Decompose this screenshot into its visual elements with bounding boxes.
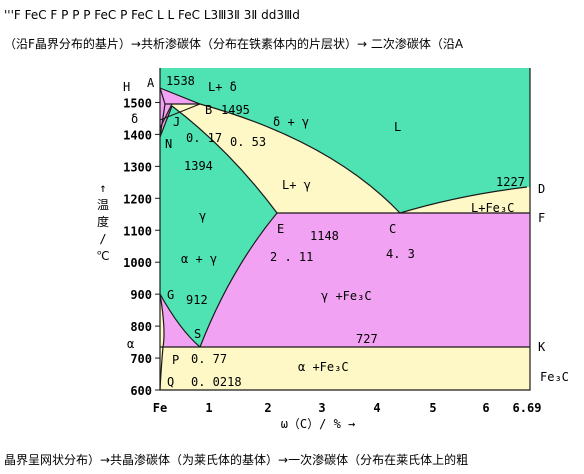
y-tick-label: 1000 bbox=[123, 256, 152, 270]
header-line: '''F FeC F P P P FeC P FeC L L FeC L3Ⅲ3Ⅱ… bbox=[4, 8, 300, 22]
y-tick-label: 1400 bbox=[123, 128, 152, 142]
annotation: α +Fe₃C bbox=[298, 360, 349, 374]
x-tick-label: 3 bbox=[318, 401, 325, 415]
annotation: B bbox=[205, 103, 212, 117]
x-tick-label: 6.69 bbox=[513, 401, 542, 415]
x-tick-label: 6 bbox=[482, 401, 489, 415]
x-axis-label: ω（C）/ % → bbox=[281, 417, 356, 431]
annotation: L+ γ bbox=[282, 178, 311, 192]
y-tick-label: 1500 bbox=[123, 96, 152, 110]
annotation: 1538 bbox=[166, 74, 195, 88]
annotation: 0. 17 bbox=[186, 131, 222, 145]
y-axis-label-char: ℃ bbox=[96, 249, 109, 263]
annotation: N bbox=[165, 137, 172, 151]
annotation: D bbox=[538, 182, 545, 196]
annotation: H bbox=[123, 80, 130, 94]
annotation: G bbox=[167, 288, 174, 302]
x-tick-label: 1 bbox=[205, 401, 212, 415]
annotation: Fe₃C bbox=[540, 370, 569, 384]
region bbox=[160, 68, 530, 213]
x-tick-label: 4 bbox=[373, 401, 380, 415]
annotation: L bbox=[394, 120, 401, 134]
boundary bbox=[159, 87, 200, 138]
solidus bbox=[171, 105, 530, 214]
region bbox=[160, 294, 200, 347]
annotation: Q bbox=[167, 375, 174, 389]
y-axis-label-char: / bbox=[99, 232, 106, 246]
header-line: （沿F晶界分布的基片）→共析渗碳体（分布在铁素体内的片层状）→ 二次渗碳体（沿A bbox=[4, 36, 464, 51]
annotation: C bbox=[389, 222, 396, 236]
annotation: S bbox=[194, 327, 201, 341]
annotation: 0. 53 bbox=[230, 135, 266, 149]
y-axis-label-char: 度 bbox=[97, 214, 109, 229]
annotation: 1394 bbox=[184, 159, 213, 173]
y-axis-label: ↑ 温度 / ℃ bbox=[96, 181, 109, 263]
annotation: 1495 bbox=[221, 103, 250, 117]
annotation: L+Fe₃C bbox=[471, 201, 514, 215]
y-tick-label: 800 bbox=[130, 320, 152, 334]
annotation: 0. 0218 bbox=[191, 375, 242, 389]
region bbox=[200, 213, 530, 347]
annotation: 912 bbox=[186, 293, 208, 307]
annotation: P bbox=[172, 353, 179, 367]
liquidus bbox=[159, 87, 528, 214]
annotation: 1148 bbox=[310, 229, 339, 243]
footer-line: 晶界呈网状分布）→共晶渗碳体（为莱氏体的基体）→一次渗碳体（分布在莱氏体上的粗 bbox=[4, 452, 468, 467]
y-tick-label: 1100 bbox=[123, 224, 152, 238]
annotation: γ bbox=[199, 209, 206, 223]
y-tick-label: 1200 bbox=[123, 192, 152, 206]
annotation: 1227 bbox=[496, 175, 525, 189]
pointer bbox=[159, 103, 201, 129]
annotation: 4. 3 bbox=[386, 247, 415, 261]
annotation: K bbox=[538, 340, 546, 354]
x-tick-label: Fe bbox=[153, 401, 167, 415]
plot-frame bbox=[159, 68, 531, 391]
annotation: F bbox=[538, 211, 545, 225]
y-axis-label-char: 温 bbox=[97, 198, 109, 212]
y-axis-label-char: ↑ bbox=[99, 181, 106, 195]
annotation: α bbox=[127, 337, 134, 351]
x-tick-label: 2 bbox=[264, 401, 271, 415]
annotation: 0. 77 bbox=[191, 352, 227, 366]
annotation: α + γ bbox=[181, 252, 217, 266]
y-tick-label: 900 bbox=[130, 288, 152, 302]
y-tick-label: 1300 bbox=[123, 160, 152, 174]
annotation: A bbox=[147, 76, 155, 90]
annotation: δ + γ bbox=[273, 115, 309, 129]
annotation: δ bbox=[131, 112, 138, 126]
y-tick-label: 600 bbox=[130, 384, 152, 398]
y-tick-label: 700 bbox=[130, 352, 152, 366]
annotation: E bbox=[277, 222, 284, 236]
annotation: L+ δ bbox=[208, 80, 237, 94]
x-tick-label: 5 bbox=[429, 401, 436, 415]
annotation: 727 bbox=[356, 332, 378, 346]
annotation: 2 . 11 bbox=[270, 250, 313, 264]
annotation: J bbox=[173, 115, 180, 129]
region bbox=[160, 106, 277, 347]
annotation: γ +Fe₃C bbox=[321, 289, 372, 303]
